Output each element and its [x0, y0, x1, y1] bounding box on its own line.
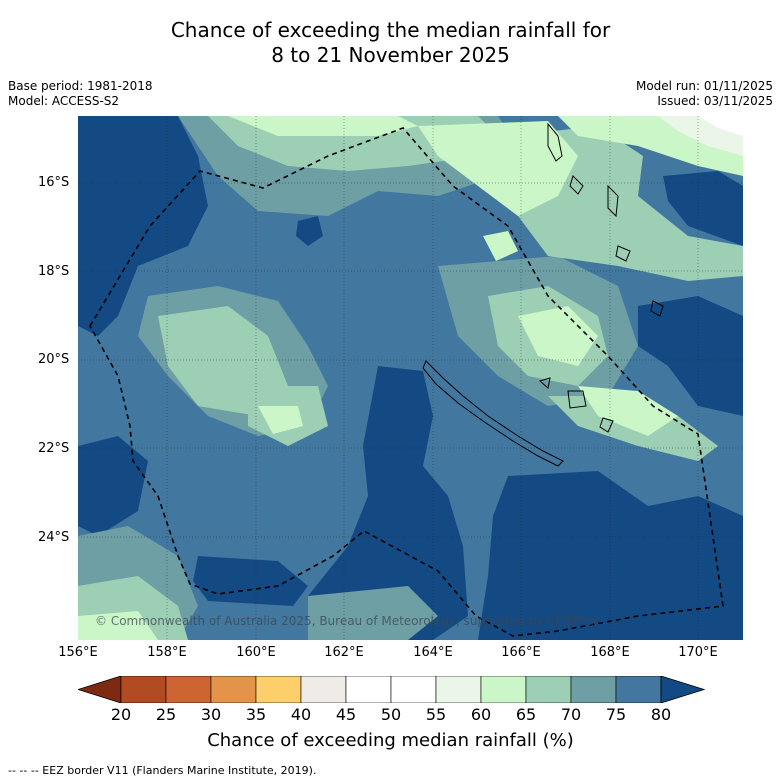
lon-label-164e: 164°E	[413, 645, 453, 660]
region-80-center	[308, 366, 468, 640]
colorbar-segment	[480, 676, 527, 703]
new-caledonia-outline	[422, 360, 564, 467]
colorbar-tick-label: 75	[605, 705, 627, 724]
colorbar-tick-label: 50	[380, 705, 402, 724]
region-80-southwest	[78, 436, 148, 536]
eez-footnote: -- -- -- EEZ border V11 (Flanders Marine…	[8, 764, 317, 777]
gridlines	[78, 116, 743, 640]
model-name: Model: ACCESS-S2	[8, 94, 120, 108]
colorbar-segment	[165, 676, 212, 703]
eez-border	[89, 127, 724, 637]
colorbar-segment	[435, 676, 482, 703]
chart-title: Chance of exceeding the median rainfall …	[0, 18, 781, 68]
colorbar-segment	[615, 676, 662, 703]
lon-label-160e: 160°E	[236, 645, 276, 660]
colorbar	[78, 676, 705, 703]
rainfall-map	[78, 116, 743, 640]
region-80-blob-a	[296, 216, 323, 246]
colorbar-extend-high	[660, 676, 705, 703]
colorbar-segment	[120, 676, 167, 703]
region-45-55-corner	[698, 116, 743, 136]
lon-label-168e: 168°E	[590, 645, 630, 660]
region-60-65-northeast	[418, 121, 578, 216]
colorbar-segment	[570, 676, 617, 703]
region-60-65-blob-c	[483, 231, 518, 261]
colorbar-segment	[390, 676, 437, 703]
lon-label-162e: 162°E	[324, 645, 364, 660]
region-60-65-centre	[518, 306, 598, 366]
colorbar-segment	[210, 676, 257, 703]
colorbar-tick-label: 55	[425, 705, 447, 724]
colorbar-tick-label: 80	[650, 705, 672, 724]
lat-label-24s: 24°S	[38, 530, 70, 545]
colorbar-tick-label: 40	[290, 705, 312, 724]
colorbar-segment	[525, 676, 572, 703]
region-60-65-east	[578, 386, 678, 436]
vanuatu-islands-outline	[547, 122, 664, 317]
colorbar-tick-label: 60	[470, 705, 492, 724]
lat-label-18s: 18°S	[38, 264, 70, 279]
colorbar-tick-label: 70	[560, 705, 582, 724]
lon-label-158e: 158°E	[147, 645, 187, 660]
lon-label-166e: 166°E	[501, 645, 541, 660]
colorbar-tick-label: 65	[515, 705, 537, 724]
region-70-75-south	[308, 586, 438, 640]
region-60-65-blob-b	[258, 406, 303, 434]
colorbar-title: Chance of exceeding median rainfall (%)	[207, 730, 574, 751]
region-80-east	[638, 296, 743, 416]
lon-label-170e: 170°E	[678, 645, 718, 660]
colorbar-tick-label: 25	[155, 705, 177, 724]
copyright-notice: © Commonwealth of Australia 2025, Bureau…	[95, 614, 601, 628]
meta-right: Model run: 01/11/2025 Issued: 03/11/2025	[636, 79, 773, 109]
model-run: Model run: 01/11/2025	[635, 79, 773, 93]
colorbar-extend-low	[78, 676, 122, 703]
lat-label-16s: 16°S	[38, 175, 70, 190]
title-line-2: 8 to 21 November 2025	[271, 43, 510, 67]
region-80-northeast	[663, 171, 743, 246]
colorbar-segment	[345, 676, 392, 703]
colorbar-segment	[300, 676, 347, 703]
lat-label-20s: 20°S	[38, 352, 70, 367]
lon-label-156e: 156°E	[58, 645, 98, 660]
loyalty-islands-outline	[538, 377, 614, 433]
colorbar-tick-label: 35	[245, 705, 267, 724]
colorbar-tick-label: 20	[110, 705, 132, 724]
region-80-west	[78, 116, 208, 336]
region-60-65-southwest	[78, 611, 158, 640]
colorbar-segment	[255, 676, 302, 703]
colorbar-tick-label: 45	[335, 705, 357, 724]
title-line-1: Chance of exceeding the median rainfall …	[170, 18, 611, 42]
base-period: Base period: 1981-2018	[8, 79, 153, 93]
meta-left: Base period: 1981-2018 Model: ACCESS-S2	[8, 79, 153, 109]
region-60-65-north	[228, 116, 418, 136]
lat-label-22s: 22°S	[38, 441, 70, 456]
region-80-southeast	[478, 471, 743, 640]
issued-date: Issued: 03/11/2025	[657, 94, 773, 108]
colorbar-tick-label: 30	[200, 705, 222, 724]
